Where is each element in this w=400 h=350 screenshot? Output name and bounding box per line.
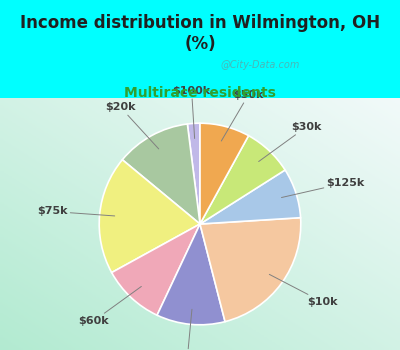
Text: $10k: $10k bbox=[269, 274, 338, 307]
Wedge shape bbox=[187, 123, 200, 224]
Wedge shape bbox=[200, 218, 301, 322]
Wedge shape bbox=[200, 123, 248, 224]
Wedge shape bbox=[200, 170, 301, 224]
Text: $40k: $40k bbox=[172, 309, 203, 350]
Wedge shape bbox=[112, 224, 200, 315]
Text: Multirace residents: Multirace residents bbox=[124, 86, 276, 100]
Text: $125k: $125k bbox=[282, 178, 365, 197]
Wedge shape bbox=[157, 224, 225, 325]
Wedge shape bbox=[99, 160, 200, 273]
Text: $50k: $50k bbox=[221, 90, 264, 141]
Text: @City-Data.com: @City-Data.com bbox=[220, 60, 300, 70]
Text: $60k: $60k bbox=[78, 286, 141, 326]
Wedge shape bbox=[200, 136, 285, 224]
Wedge shape bbox=[122, 124, 200, 224]
Text: $20k: $20k bbox=[105, 103, 159, 149]
Text: Income distribution in Wilmington, OH
(%): Income distribution in Wilmington, OH (%… bbox=[20, 14, 380, 53]
Text: $75k: $75k bbox=[37, 206, 115, 217]
Text: $100k: $100k bbox=[172, 86, 211, 139]
Text: $30k: $30k bbox=[259, 122, 322, 162]
